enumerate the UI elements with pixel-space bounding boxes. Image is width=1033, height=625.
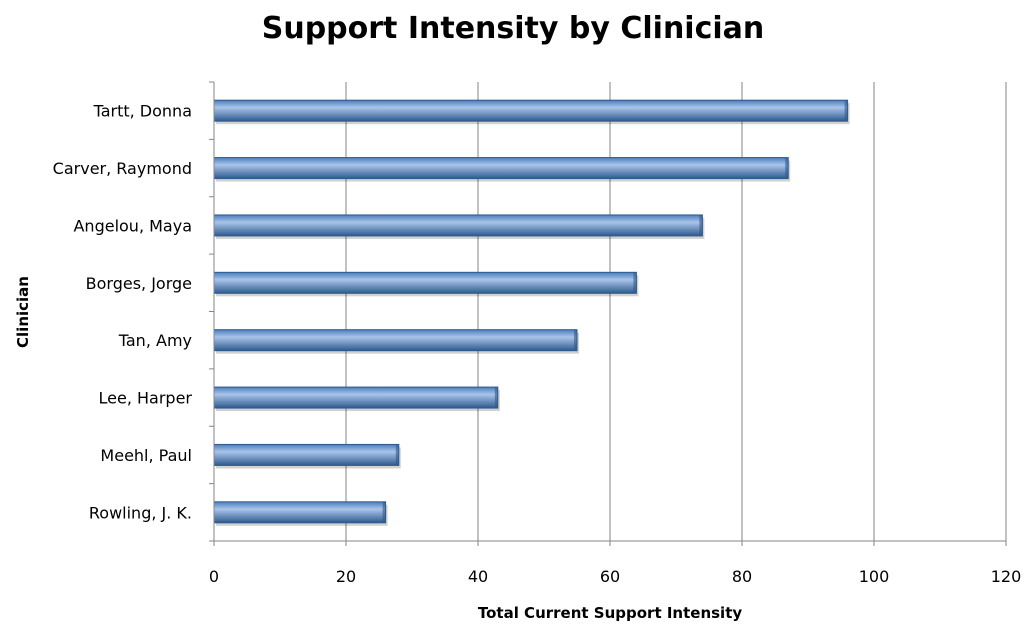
bar-end-cap	[633, 272, 637, 294]
bars	[213, 99, 850, 526]
bar-body	[213, 443, 400, 466]
bar-end-cap	[699, 214, 703, 236]
bar	[213, 443, 401, 469]
y-category-label: Meehl, Paul	[100, 446, 192, 465]
y-category-label: Angelou, Maya	[73, 216, 192, 235]
x-tick-label: 100	[859, 567, 890, 586]
bar-end-cap	[574, 329, 577, 351]
bar-end-cap	[494, 387, 498, 409]
bar-end-cap	[785, 157, 789, 179]
y-category-label: Tan, Amy	[118, 331, 192, 350]
bar	[213, 214, 705, 239]
y-category-label: Tartt, Donna	[93, 102, 192, 121]
bar-body	[213, 99, 849, 122]
bar-body	[213, 386, 499, 409]
bar	[213, 501, 388, 526]
axes	[209, 81, 1007, 546]
x-tick-label: 80	[732, 567, 752, 586]
bar-body	[213, 501, 387, 524]
x-tick-labels: 0 20 40 60 80 100 120	[209, 567, 1021, 586]
x-axis-title: Total Current Support Intensity	[478, 604, 743, 622]
x-tick-label: 40	[468, 567, 488, 586]
x-tick-label: 60	[600, 567, 620, 586]
y-category-label: Carver, Raymond	[53, 159, 192, 178]
bar	[213, 99, 850, 125]
bar-end-cap	[844, 100, 848, 122]
bar-body	[213, 157, 789, 180]
y-category-label: Rowling, J. K.	[89, 503, 192, 522]
chart-title: Support Intensity by Clinician	[262, 11, 765, 46]
bar	[213, 386, 500, 412]
bar-end-cap	[395, 444, 399, 466]
y-category-label: Borges, Jorge	[86, 274, 192, 293]
bar-body	[213, 329, 578, 352]
x-tick-label: 0	[209, 567, 219, 586]
y-category-labels: Tartt, Donna Carver, Raymond Angelou, Maya…	[53, 102, 193, 523]
x-tick-label: 120	[991, 567, 1022, 586]
bar-body	[213, 271, 637, 294]
y-category-label: Lee, Harper	[99, 389, 193, 408]
bar	[213, 157, 791, 182]
bar-end-cap	[382, 501, 386, 523]
bar-body	[213, 214, 703, 237]
y-axis-title: Clinician	[14, 276, 32, 348]
bar	[213, 271, 639, 297]
bar	[213, 329, 579, 354]
gridlines	[345, 82, 1007, 541]
x-tick-label: 20	[336, 567, 356, 586]
